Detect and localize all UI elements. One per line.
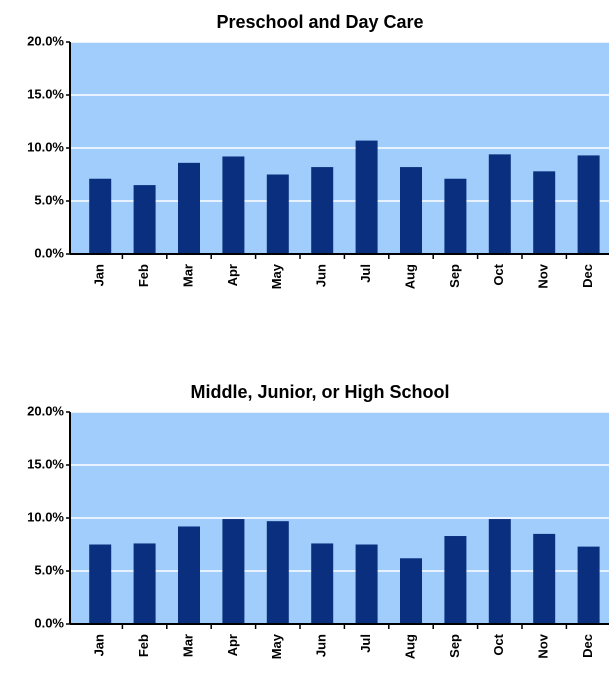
x-tick-label: Dec [580, 264, 595, 288]
x-tick-label: Jun [314, 264, 329, 287]
x-tick-label: Mar [180, 264, 195, 287]
x-tick-label: Nov [536, 633, 551, 658]
bar [222, 519, 245, 624]
y-tick-label: 20.0% [27, 403, 64, 418]
bar [577, 546, 600, 624]
y-tick-label: 20.0% [27, 33, 64, 48]
x-tick-label: Feb [136, 264, 151, 287]
chart-title: Preschool and Day Care [216, 12, 423, 32]
x-tick-label: Jul [358, 634, 373, 653]
bar [400, 167, 422, 254]
bar [355, 544, 378, 624]
bar [133, 543, 156, 624]
chart-title: Middle, Junior, or High School [190, 382, 449, 402]
x-tick-label: Aug [402, 264, 417, 289]
bar [533, 533, 556, 624]
bar [488, 154, 511, 254]
x-tick-label: Aug [402, 634, 417, 659]
bar [400, 558, 422, 624]
x-tick-label: Apr [225, 264, 240, 286]
x-tick-label: Sep [447, 264, 462, 288]
bar [488, 519, 511, 624]
bar [89, 178, 112, 254]
y-tick-label: 0.0% [34, 615, 64, 630]
x-tick-label: Oct [491, 633, 506, 655]
bar [266, 174, 289, 254]
x-tick-label: Jul [358, 264, 373, 283]
bar [444, 536, 467, 624]
x-tick-label: May [269, 263, 284, 289]
bar [178, 162, 200, 254]
x-tick-label: Dec [580, 634, 595, 658]
y-tick-label: 5.0% [34, 192, 64, 207]
y-tick-label: 0.0% [34, 245, 64, 260]
y-tick-label: 15.0% [27, 86, 64, 101]
x-tick-label: May [269, 633, 284, 659]
bar [133, 185, 156, 254]
y-tick-label: 5.0% [34, 562, 64, 577]
x-tick-label: Nov [536, 263, 551, 288]
y-tick-label: 10.0% [27, 509, 64, 524]
bar [311, 543, 334, 624]
x-tick-label: Jun [314, 634, 329, 657]
x-tick-label: Jan [92, 264, 107, 286]
y-tick-label: 15.0% [27, 456, 64, 471]
bar [355, 140, 378, 254]
x-tick-label: Mar [180, 634, 195, 657]
bar [222, 156, 245, 254]
x-tick-label: Apr [225, 634, 240, 656]
x-tick-label: Sep [447, 634, 462, 658]
bar [311, 167, 334, 254]
bar [178, 526, 200, 624]
bar [266, 521, 289, 624]
y-tick-label: 10.0% [27, 139, 64, 154]
x-tick-label: Feb [136, 634, 151, 657]
x-tick-label: Oct [491, 263, 506, 285]
x-tick-label: Jan [92, 634, 107, 656]
bar [89, 544, 112, 624]
bar [577, 155, 600, 254]
bar [533, 171, 556, 254]
bar [444, 178, 467, 254]
